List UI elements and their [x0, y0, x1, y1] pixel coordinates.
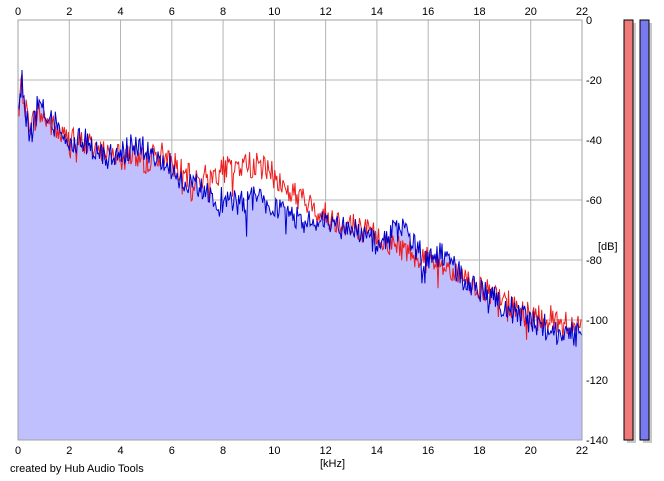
- x-tick-label: 14: [371, 6, 383, 18]
- x-tick-label: 16: [422, 6, 434, 18]
- y-tick-label: -80: [586, 255, 602, 267]
- y-tick-label: -20: [586, 75, 602, 87]
- level-meter-bar: [639, 19, 650, 441]
- series-lines: [17, 69, 583, 347]
- x-tick-label: 4: [117, 6, 123, 18]
- plot-frame: [17, 19, 583, 441]
- x-tick-label: 2: [66, 6, 72, 18]
- x-tick-label: 22: [576, 6, 588, 18]
- x-tick-label: 4: [117, 445, 123, 457]
- x-tick-label: 8: [220, 6, 226, 18]
- x-tick-label: 8: [220, 445, 226, 457]
- credit-text: created by Hub Audio Tools: [10, 463, 144, 475]
- series-line-blue: [17, 69, 583, 347]
- y-tick-label: -140: [586, 435, 608, 447]
- x-tick-label: 20: [525, 6, 537, 18]
- x-tick-label: 18: [473, 6, 485, 18]
- y-axis-right: 0 -20 -40 -60 -80 -100 -120 -140: [586, 15, 608, 447]
- x-tick-label: 0: [15, 445, 21, 457]
- x-axis-top: 0 2 4 6 8 10 12 14 16 18 20 22: [15, 6, 588, 18]
- x-tick-label: 0: [15, 6, 21, 18]
- x-tick-label: 20: [525, 445, 537, 457]
- x-tick-label: 12: [320, 445, 332, 457]
- x-tick-label: 12: [320, 6, 332, 18]
- level-meter-bar: [623, 19, 634, 441]
- y-tick-label: -40: [586, 135, 602, 147]
- y-tick-label: -100: [586, 315, 608, 327]
- x-tick-label: 14: [371, 445, 383, 457]
- x-tick-label: 10: [268, 6, 280, 18]
- x-tick-label: 10: [268, 445, 280, 457]
- spectrum-area: [18, 70, 582, 440]
- x-tick-label: 16: [422, 445, 434, 457]
- x-axis-bottom: 0 2 4 6 8 10 12 14 16 18 20 22: [15, 445, 588, 457]
- spectrum-fill: [18, 70, 582, 440]
- x-tick-label: 6: [169, 6, 175, 18]
- level-meters: [623, 19, 652, 443]
- series-line-red: [17, 73, 583, 340]
- y-tick-label: -60: [586, 195, 602, 207]
- x-tick-label: 2: [66, 445, 72, 457]
- x-axis-label: [kHz]: [320, 458, 345, 470]
- x-tick-label: 6: [169, 445, 175, 457]
- y-tick-label: -120: [586, 375, 608, 387]
- y-axis-label: [dB]: [598, 241, 618, 253]
- x-tick-label: 22: [576, 445, 588, 457]
- y-tick-label: 0: [586, 15, 592, 27]
- x-tick-label: 18: [473, 445, 485, 457]
